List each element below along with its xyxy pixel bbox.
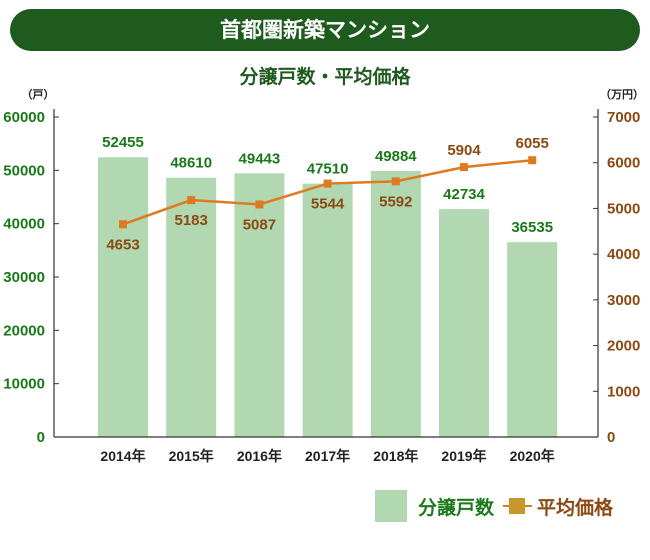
bar-label: 49884 [375,148,417,165]
bar-label: 47510 [307,161,349,178]
line-label: 5183 [175,212,208,229]
line-label: 6055 [516,135,549,152]
left-tick-label: 30000 [3,269,45,286]
legend-line-label: 平均価格 [537,496,614,519]
right-tick-label: 0 [607,429,615,446]
line-point-2014年 [119,220,127,229]
line-label: 5087 [243,216,276,233]
right-tick-label: 1000 [607,383,640,400]
bar-label: 42734 [443,186,485,203]
line-point-2019年 [460,163,468,172]
right-tick-label: 5000 [607,200,640,217]
left-axis-unit: （戸） [22,88,55,101]
right-axis-unit: （万円） [600,88,644,101]
line-point-2020年 [528,156,537,165]
x-tick-label: 2016年 [237,448,282,464]
right-tick-label: 2000 [607,338,640,355]
bar-label: 52455 [102,134,144,151]
legend-bar-label: 分譲戸数 [418,496,495,519]
x-tick-label: 2020年 [510,448,555,464]
bar-2014年 [98,157,148,438]
right-tick-label: 6000 [607,155,640,172]
line-label: 5544 [311,196,345,213]
bar-label: 48610 [170,155,212,172]
right-tick-label: 7000 [607,109,640,126]
bar-label: 36535 [511,219,553,236]
legend-line-marker [509,498,525,514]
chart-title: 首都圏新築マンション [10,9,640,51]
legend-bar-swatch [375,490,407,522]
line-point-2018年 [391,177,400,186]
left-tick-label: 0 [37,429,45,446]
x-tick-label: 2014年 [100,448,145,464]
left-tick-label: 50000 [3,162,45,179]
line-label: 5904 [447,142,481,159]
chart-subtitle: 分譲戸数・平均価格 [239,66,411,88]
x-tick-label: 2015年 [169,448,214,464]
bar-2018年 [370,170,421,437]
x-tick-label: 2018年 [373,448,418,464]
line-point-2016年 [255,200,264,209]
left-tick-label: 10000 [3,376,45,393]
line-label: 5592 [379,193,412,210]
bar-2019年 [439,209,489,437]
x-tick-label: 2017年 [305,448,350,464]
bar-2017年 [302,183,353,437]
line-point-2017年 [323,179,332,188]
bar-label: 49443 [239,150,281,167]
left-tick-label: 20000 [3,322,45,339]
left-tick-label: 40000 [3,216,45,233]
bar-2020年 [507,242,558,437]
x-tick-label: 2019年 [441,448,486,464]
bar-2015年 [166,177,217,437]
line-point-2015年 [187,196,196,205]
right-tick-label: 4000 [607,246,640,263]
right-tick-label: 3000 [607,292,640,309]
left-tick-label: 60000 [3,109,45,126]
bar-2016年 [234,173,285,437]
line-label: 4653 [106,236,139,253]
